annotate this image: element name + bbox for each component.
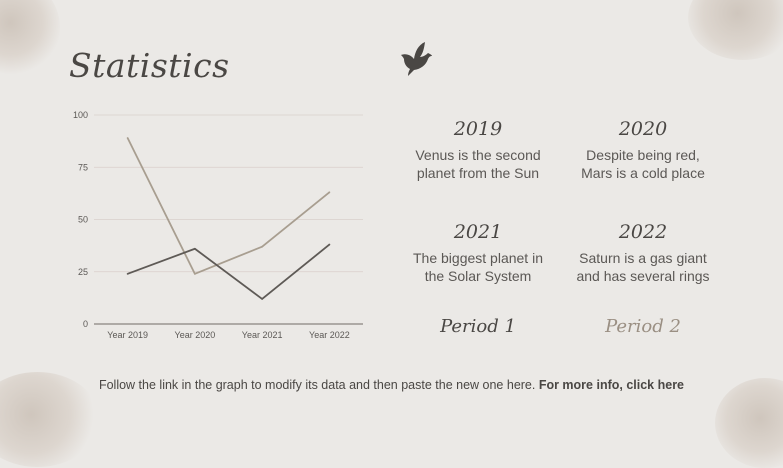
- more-info-link[interactable]: For more info, click here: [538, 378, 685, 392]
- y-tick-label: 0: [83, 319, 88, 329]
- data-point[interactable]: [261, 298, 264, 300]
- y-tick-label: 50: [78, 215, 88, 225]
- card-desc-line: Despite being red,: [586, 147, 700, 163]
- footer-text: Follow the link in the graph to modify i…: [98, 378, 539, 392]
- bird-icon: [401, 42, 432, 76]
- card-desc-line: Mars is a cold place: [581, 165, 705, 181]
- data-point[interactable]: [193, 247, 196, 250]
- card-year: 2021: [453, 221, 503, 243]
- period-2-label: Period 2: [605, 316, 681, 337]
- footer-note: Follow the link in the graph to modify i…: [0, 378, 783, 392]
- x-tick-label: Year 2020: [175, 330, 216, 340]
- watercolor-blob-top-left: [0, 0, 60, 75]
- card-desc-line: The biggest planet in: [413, 250, 543, 266]
- card-desc-line: planet from the Sun: [416, 165, 540, 181]
- card-desc-line: Venus is the second: [415, 147, 541, 163]
- line-chart[interactable]: 0 25 50 75 100 Year 2019 Year 2020 Year 2021 Yea…: [60, 100, 380, 350]
- data-point[interactable]: [126, 137, 129, 139]
- card-description: The biggest planet in the Solar System: [398, 249, 558, 285]
- card-desc-line: Saturn is a gas giant: [579, 250, 707, 266]
- card-desc-line: the Solar System: [424, 268, 532, 284]
- y-tick-label: 100: [73, 110, 88, 120]
- x-tick-label: Year 2022: [309, 330, 350, 340]
- card-2020: 2020 Despite being red, Mars is a cold p…: [563, 118, 723, 182]
- card-description: Saturn is a gas giant and has several ri…: [563, 249, 723, 285]
- page-title: Statistics: [69, 46, 230, 85]
- card-2022: 2022 Saturn is a gas giant and has sever…: [563, 221, 723, 285]
- card-description: Despite being red, Mars is a cold place: [563, 146, 723, 182]
- series-line-2[interactable]: [127, 243, 330, 300]
- series-line-1[interactable]: [126, 137, 330, 275]
- y-tick-label: 25: [78, 267, 88, 277]
- data-point[interactable]: [328, 191, 331, 194]
- x-tick-label: Year 2019: [107, 330, 148, 340]
- data-point[interactable]: [328, 243, 331, 246]
- data-point[interactable]: [261, 245, 264, 248]
- card-desc-line: and has several rings: [576, 268, 710, 284]
- watercolor-blob-top-right: [688, 0, 783, 60]
- card-year: 2020: [618, 118, 668, 140]
- y-tick-label: 75: [78, 162, 88, 172]
- data-point[interactable]: [193, 272, 196, 275]
- card-description: Venus is the second planet from the Sun: [398, 146, 558, 182]
- card-2019: 2019 Venus is the second planet from the…: [398, 118, 558, 182]
- x-tick-label: Year 2021: [242, 330, 283, 340]
- card-2021: 2021 The biggest planet in the Solar Sys…: [398, 221, 558, 285]
- data-point[interactable]: [126, 272, 129, 275]
- card-year: 2019: [453, 118, 503, 140]
- card-year: 2022: [618, 221, 668, 243]
- period-1-label: Period 1: [440, 316, 516, 337]
